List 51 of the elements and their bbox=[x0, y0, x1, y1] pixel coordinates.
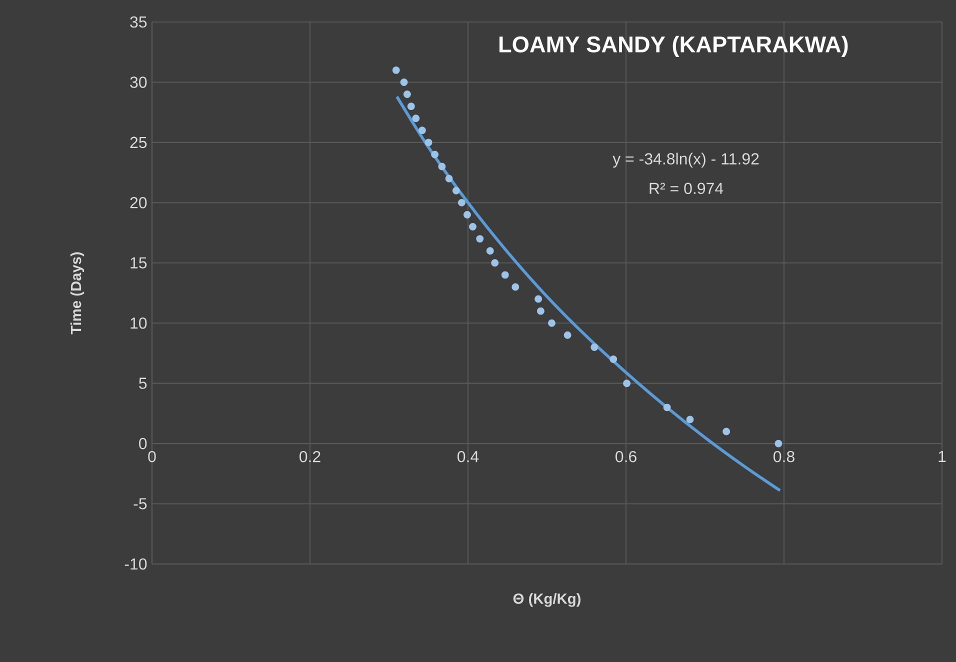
point bbox=[486, 247, 494, 255]
point bbox=[463, 210, 471, 218]
y-tick-label: 30 bbox=[130, 76, 147, 88]
y-tick-label: 25 bbox=[130, 136, 147, 148]
point bbox=[392, 66, 400, 74]
annotation: y = -34.8ln(x) - 11.92 bbox=[612, 152, 759, 168]
point bbox=[418, 126, 426, 134]
text: LOAMY SANDY (KAPTARAKWA) bbox=[499, 36, 848, 57]
point bbox=[512, 283, 520, 291]
y-tick-label: 20 bbox=[130, 197, 147, 208]
point bbox=[590, 343, 598, 351]
point bbox=[438, 162, 446, 170]
x-tick-label: 1 bbox=[938, 450, 946, 462]
point bbox=[564, 331, 572, 339]
annotation: R² = 0.974 bbox=[650, 182, 724, 194]
point bbox=[534, 295, 542, 303]
y-tick-label: -5 bbox=[134, 498, 147, 510]
point bbox=[686, 416, 694, 424]
y-tick-label: -10 bbox=[124, 558, 147, 570]
x-axis-title: Θ (Kg/Kg) bbox=[513, 593, 580, 607]
point bbox=[491, 259, 499, 267]
x-tick-label: 0.2 bbox=[300, 450, 320, 462]
point bbox=[548, 319, 556, 327]
x-tick-label: 0 bbox=[148, 450, 156, 462]
point bbox=[431, 150, 439, 158]
point bbox=[501, 271, 509, 279]
point bbox=[663, 404, 671, 412]
y-tick-label: 5 bbox=[139, 378, 147, 389]
y-tick-label: 35 bbox=[130, 16, 147, 28]
point bbox=[722, 428, 730, 436]
y-tick-label: 15 bbox=[130, 257, 147, 268]
y-axis-title: Time (Days) bbox=[70, 252, 84, 334]
point bbox=[536, 307, 544, 315]
y-tick-label: 0 bbox=[139, 438, 147, 450]
point bbox=[476, 235, 484, 243]
point bbox=[469, 223, 476, 230]
point bbox=[452, 186, 460, 194]
x-tick-label: 0.8 bbox=[774, 450, 794, 462]
point bbox=[445, 174, 453, 182]
x-tick-label: 0.6 bbox=[616, 450, 636, 462]
point bbox=[623, 380, 631, 388]
point bbox=[774, 440, 782, 448]
y-tick-label: 10 bbox=[130, 317, 147, 329]
point bbox=[403, 90, 411, 98]
point bbox=[424, 138, 432, 146]
point bbox=[458, 198, 466, 206]
x-tick-label: 0.4 bbox=[458, 450, 479, 462]
point bbox=[412, 114, 420, 122]
point bbox=[407, 102, 415, 110]
point bbox=[610, 356, 618, 363]
point bbox=[400, 78, 408, 86]
